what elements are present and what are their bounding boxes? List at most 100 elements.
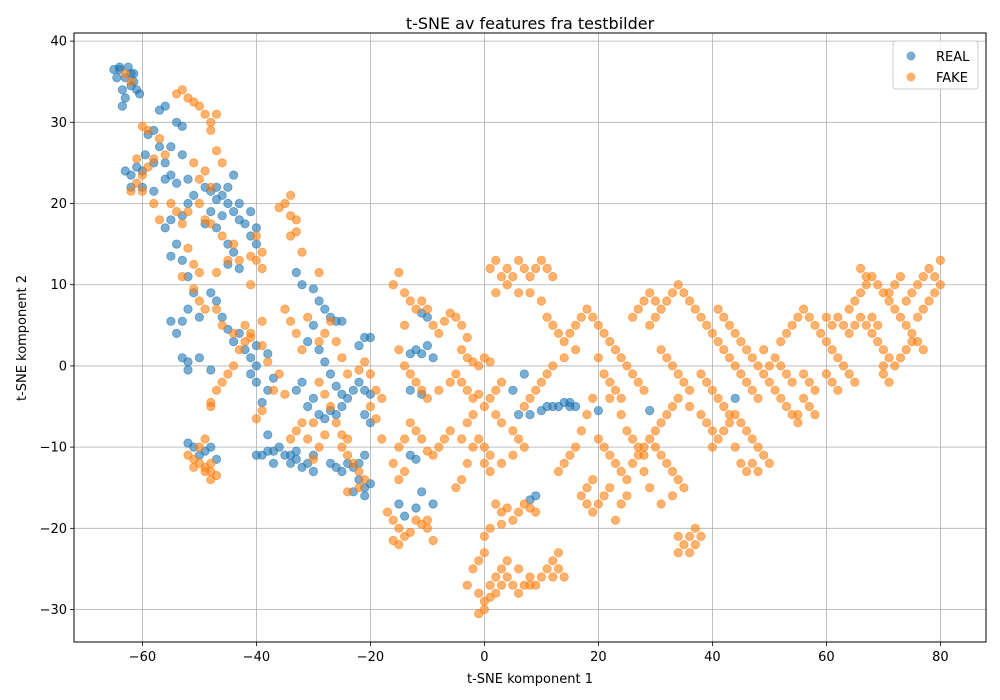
- data-point-fake: [200, 304, 210, 314]
- data-point-fake: [394, 539, 404, 550]
- data-point-fake: [229, 361, 239, 371]
- data-point-fake: [684, 531, 695, 542]
- data-point-fake: [707, 442, 718, 452]
- data-point-fake: [548, 572, 558, 582]
- data-point-fake: [844, 304, 854, 314]
- data-point-fake: [707, 385, 718, 395]
- data-point-fake: [496, 271, 507, 282]
- data-point-fake: [588, 393, 598, 403]
- x-tick-label: −20: [357, 650, 384, 665]
- data-point-fake: [348, 458, 358, 468]
- data-point-fake: [417, 296, 427, 306]
- data-point-fake: [502, 263, 512, 274]
- scatter-points: [109, 62, 946, 619]
- data-point-real: [246, 353, 256, 363]
- data-point-fake: [576, 426, 586, 436]
- data-point-fake: [622, 426, 632, 436]
- data-point-real: [115, 62, 125, 72]
- data-point-fake: [702, 418, 712, 428]
- data-point-fake: [753, 361, 763, 371]
- data-point-real: [166, 251, 176, 261]
- data-point-fake: [428, 535, 438, 546]
- data-point-real: [132, 162, 142, 172]
- data-point-fake: [707, 426, 718, 436]
- data-point-real: [422, 312, 432, 322]
- data-point-fake: [593, 434, 604, 444]
- data-point-fake: [132, 178, 142, 188]
- data-point-real: [422, 340, 432, 351]
- data-point-real: [140, 150, 150, 160]
- data-point-real: [117, 85, 128, 95]
- data-point-fake: [650, 296, 661, 306]
- data-point-fake: [223, 255, 233, 265]
- data-point-fake: [485, 263, 495, 274]
- data-point-real: [297, 377, 307, 387]
- data-point-fake: [719, 312, 729, 322]
- data-point-fake: [582, 409, 592, 420]
- data-point-fake: [867, 312, 877, 322]
- data-point-fake: [730, 442, 740, 452]
- data-point-real: [223, 198, 233, 209]
- data-point-fake: [211, 109, 222, 119]
- legend-swatch-real: [906, 51, 916, 61]
- data-point-fake: [656, 418, 666, 428]
- data-point-fake: [451, 483, 461, 493]
- data-point-real: [166, 170, 176, 180]
- data-point-fake: [656, 304, 666, 314]
- data-point-fake: [627, 458, 638, 468]
- data-point-fake: [707, 328, 718, 338]
- data-point-fake: [610, 385, 621, 395]
- y-tick-label: 20: [50, 197, 67, 212]
- data-point-fake: [833, 353, 843, 363]
- data-point-fake: [804, 312, 814, 322]
- data-point-fake: [753, 393, 763, 403]
- data-point-fake: [588, 474, 598, 485]
- data-point-fake: [166, 198, 176, 209]
- data-point-fake: [308, 418, 318, 428]
- data-point-fake: [645, 288, 655, 298]
- data-point-fake: [684, 296, 695, 306]
- data-point-fake: [787, 320, 797, 330]
- data-point-fake: [331, 418, 341, 428]
- data-point-fake: [690, 523, 700, 533]
- data-point-fake: [285, 434, 296, 444]
- data-point-fake: [394, 442, 404, 452]
- data-point-fake: [126, 186, 136, 196]
- data-point-real: [120, 166, 130, 176]
- data-point-fake: [491, 385, 501, 395]
- data-point-fake: [154, 134, 165, 144]
- data-point-real: [411, 503, 421, 513]
- data-point-fake: [137, 186, 147, 196]
- data-point-fake: [838, 361, 849, 371]
- legend-swatch-fake: [906, 72, 916, 82]
- data-point-real: [183, 304, 193, 314]
- data-point-real: [320, 304, 330, 314]
- x-tick-label: 80: [932, 650, 949, 665]
- data-point-fake: [582, 483, 592, 493]
- data-point-fake: [217, 377, 227, 387]
- data-point-fake: [622, 491, 632, 501]
- data-point-fake: [610, 515, 621, 525]
- data-point-fake: [776, 393, 786, 403]
- data-point-fake: [132, 154, 142, 164]
- data-point-fake: [382, 507, 393, 517]
- data-point-fake: [616, 409, 626, 420]
- data-point-fake: [229, 328, 239, 338]
- data-point-fake: [177, 85, 187, 95]
- data-point-fake: [776, 336, 786, 347]
- data-point-fake: [650, 312, 661, 322]
- data-point-fake: [177, 271, 187, 282]
- data-point-fake: [496, 519, 507, 529]
- data-point-fake: [257, 340, 267, 351]
- data-point-real: [183, 365, 193, 375]
- data-point-fake: [251, 414, 261, 424]
- data-point-fake: [645, 320, 655, 330]
- data-point-real: [348, 385, 358, 395]
- data-point-fake: [838, 320, 849, 330]
- data-point-real: [394, 499, 404, 509]
- data-point-fake: [206, 182, 216, 192]
- data-point-fake: [531, 263, 541, 274]
- data-point-fake: [456, 434, 467, 444]
- data-point-fake: [827, 345, 837, 355]
